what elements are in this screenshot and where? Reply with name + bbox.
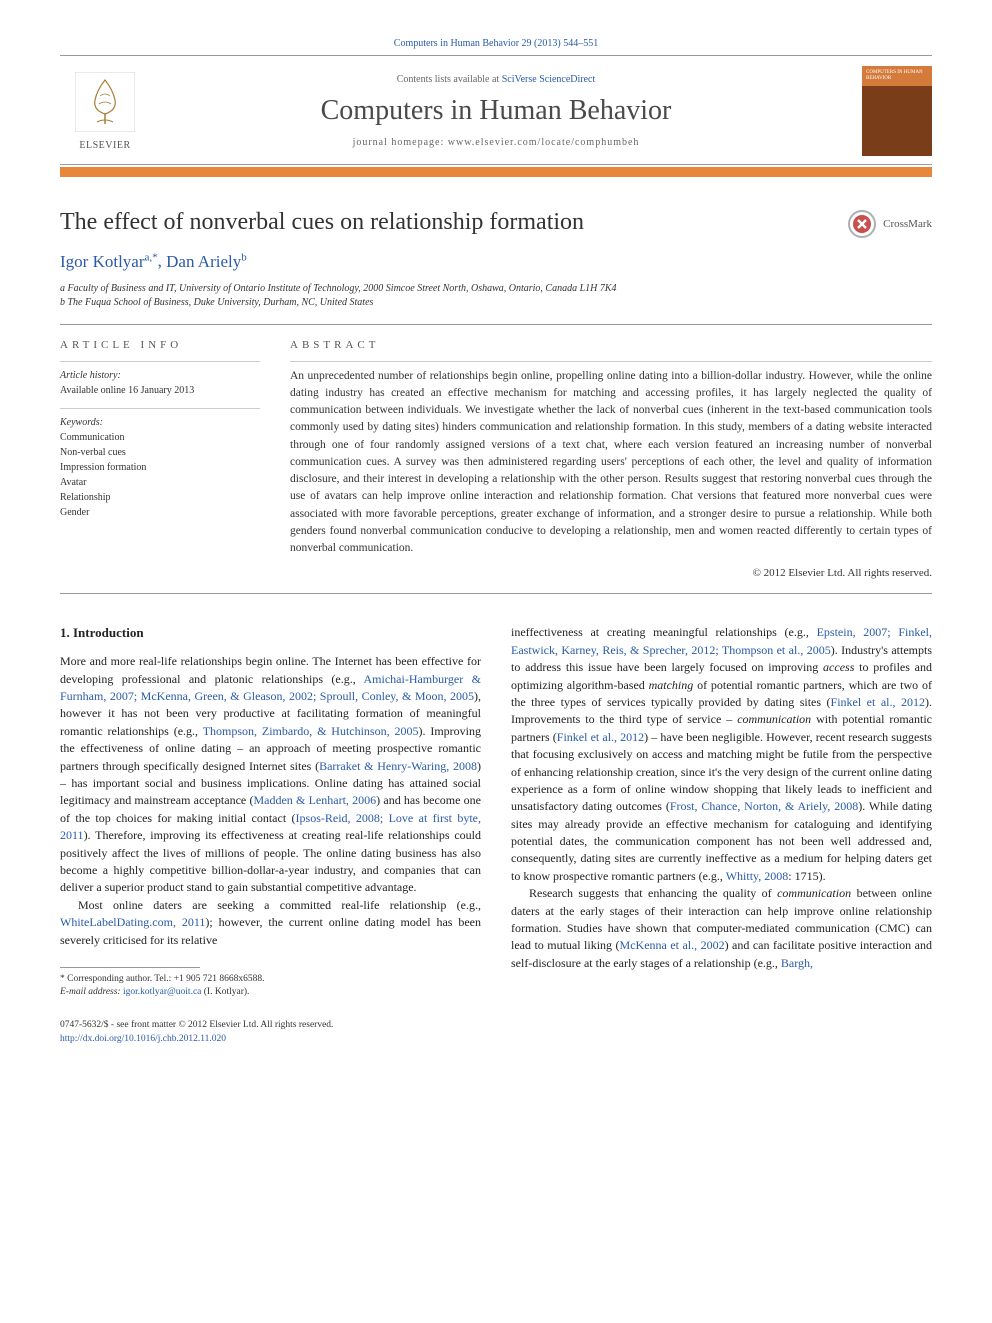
issn-line: 0747-5632/$ - see front matter © 2012 El… — [60, 1019, 481, 1032]
doi-link[interactable]: http://dx.doi.org/10.1016/j.chb.2012.11.… — [60, 1034, 226, 1044]
keyword-3: Impression formation — [60, 460, 260, 475]
left-column: 1. Introduction More and more real-life … — [60, 624, 481, 1046]
abstract-copyright: © 2012 Elsevier Ltd. All rights reserved… — [290, 567, 932, 579]
crossmark-badge[interactable]: CrossMark — [847, 209, 932, 239]
authors: Igor Kotlyara,*, Dan Arielyb — [60, 251, 932, 272]
affiliation-a: a Faculty of Business and IT, University… — [60, 282, 932, 296]
keyword-1: Communication — [60, 430, 260, 445]
email-label: E-mail address: — [60, 987, 121, 997]
author-1[interactable]: Igor Kotlyara,* — [60, 252, 158, 271]
intro-para-2: Most online daters are seeking a committ… — [60, 897, 481, 949]
info-abstract-row: ARTICLE INFO Article history: Available … — [60, 339, 932, 580]
intro-para-1: More and more real-life relationships be… — [60, 653, 481, 896]
citation-header: Computers in Human Behavior 29 (2013) 54… — [60, 38, 932, 49]
journal-cover-block: COMPUTERS IN HUMAN BEHAVIOR — [842, 66, 932, 156]
divider-top — [60, 324, 932, 325]
author-2[interactable]: Dan Arielyb — [166, 252, 247, 271]
accent-bar — [60, 167, 932, 177]
publisher-block: ELSEVIER — [60, 72, 150, 151]
keywords-block: Keywords: Communication Non-verbal cues … — [60, 408, 260, 520]
contents-available-prefix: Contents lists available at — [397, 74, 502, 85]
keyword-5: Relationship — [60, 490, 260, 505]
affiliations: a Faculty of Business and IT, University… — [60, 282, 932, 310]
journal-homepage: journal homepage: www.elsevier.com/locat… — [150, 137, 842, 148]
intro-heading: 1. Introduction — [60, 624, 481, 643]
article-info-label: ARTICLE INFO — [60, 339, 260, 351]
email-attribution: (I. Kotlyar). — [204, 987, 250, 997]
right-para-2: Research suggests that enhancing the qua… — [511, 885, 932, 972]
footnote-separator — [60, 967, 200, 968]
masthead-center: Contents lists available at SciVerse Sci… — [150, 74, 842, 148]
divider-mid — [60, 593, 932, 594]
affiliation-b: b The Fuqua School of Business, Duke Uni… — [60, 296, 932, 310]
body-columns: 1. Introduction More and more real-life … — [60, 624, 932, 1046]
email-link[interactable]: igor.kotlyar@uoit.ca — [123, 987, 201, 997]
corresponding-footnote: * Corresponding author. Tel.: +1 905 721… — [60, 973, 481, 1000]
history-value: Available online 16 January 2013 — [60, 383, 260, 398]
homepage-url: www.elsevier.com/locate/comphumbeh — [448, 137, 640, 148]
keyword-6: Gender — [60, 505, 260, 520]
journal-cover-label: COMPUTERS IN HUMAN BEHAVIOR — [866, 70, 932, 81]
abstract-label: ABSTRACT — [290, 339, 932, 351]
masthead: ELSEVIER Contents lists available at Sci… — [60, 55, 932, 165]
crossmark-label: CrossMark — [883, 218, 932, 230]
article-info: ARTICLE INFO Article history: Available … — [60, 339, 260, 580]
journal-name: Computers in Human Behavior — [150, 95, 842, 127]
bottom-meta: 0747-5632/$ - see front matter © 2012 El… — [60, 1019, 481, 1046]
keywords-label: Keywords: — [60, 415, 260, 430]
sciencedirect-link[interactable]: SciVerse ScienceDirect — [502, 74, 596, 85]
elsevier-logo-icon — [75, 72, 135, 132]
crossmark-icon — [847, 209, 877, 239]
publisher-name: ELSEVIER — [60, 140, 150, 151]
title-area: The effect of nonverbal cues on relation… — [60, 209, 932, 239]
keyword-2: Non-verbal cues — [60, 445, 260, 460]
keyword-4: Avatar — [60, 475, 260, 490]
right-para-1: ineffectiveness at creating meaningful r… — [511, 624, 932, 885]
abstract-text: An unprecedented number of relationships… — [290, 361, 932, 558]
history-label: Article history: — [60, 368, 260, 383]
contents-available: Contents lists available at SciVerse Sci… — [150, 74, 842, 85]
article-history: Article history: Available online 16 Jan… — [60, 361, 260, 398]
page: Computers in Human Behavior 29 (2013) 54… — [0, 0, 992, 1086]
article-title: The effect of nonverbal cues on relation… — [60, 209, 584, 236]
corresponding-line: * Corresponding author. Tel.: +1 905 721… — [60, 973, 481, 986]
abstract: ABSTRACT An unprecedented number of rela… — [290, 339, 932, 580]
journal-cover: COMPUTERS IN HUMAN BEHAVIOR — [862, 66, 932, 156]
right-column: ineffectiveness at creating meaningful r… — [511, 624, 932, 1046]
homepage-prefix: journal homepage: — [353, 137, 448, 148]
